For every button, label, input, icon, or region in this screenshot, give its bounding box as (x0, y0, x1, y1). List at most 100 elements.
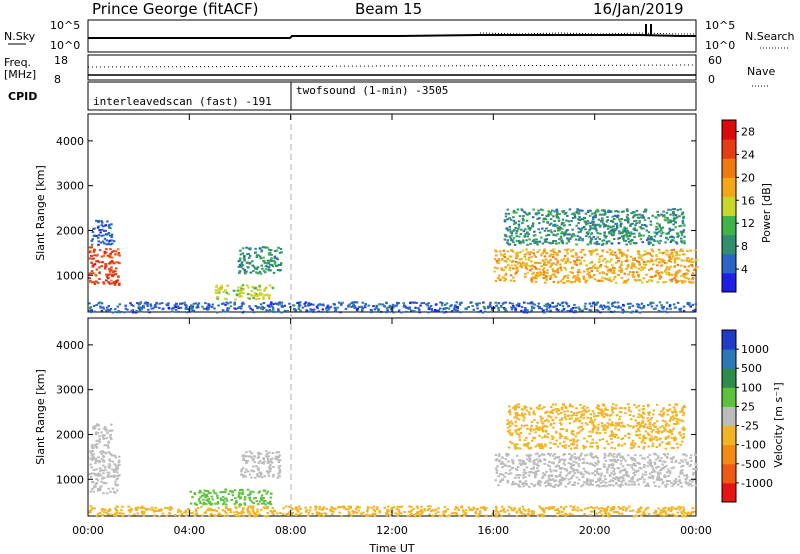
heatmap-cell (91, 450, 95, 453)
heatmap-cell (671, 513, 674, 516)
heatmap-cell (537, 274, 540, 277)
heatmap-cell (622, 309, 625, 312)
heatmap-cell (614, 422, 618, 425)
heatmap-cell (673, 417, 676, 420)
heatmap-cell (633, 229, 637, 231)
heatmap-cell (530, 277, 534, 280)
heatmap-cell (657, 214, 661, 217)
heatmap-cell (621, 308, 624, 311)
heatmap-cell (609, 434, 613, 436)
heatmap-cell (105, 243, 108, 246)
heatmap-cell (610, 446, 613, 449)
heatmap-cell (580, 452, 583, 455)
heatmap-cell (640, 307, 643, 310)
heatmap-cell (95, 439, 98, 442)
heatmap-cell (564, 514, 567, 517)
heatmap-cell (686, 259, 689, 262)
heatmap-cell (610, 466, 614, 469)
heatmap-cell (271, 265, 275, 268)
heatmap-cell (632, 211, 635, 214)
heatmap-cell (187, 508, 190, 511)
heatmap-cell (560, 236, 563, 239)
heatmap-cell (586, 406, 589, 409)
heatmap-cell (558, 442, 562, 445)
heatmap-cell (623, 219, 627, 222)
heatmap-cell (512, 211, 515, 214)
heatmap-cell (94, 424, 98, 427)
heatmap-cell (514, 482, 517, 485)
heatmap-cell (544, 281, 547, 284)
heatmap-cell (107, 451, 111, 454)
heatmap-cell (598, 265, 602, 268)
heatmap-cell (97, 428, 101, 431)
heatmap-cell (604, 236, 607, 239)
heatmap-cell (215, 284, 218, 287)
heatmap-cell (622, 253, 626, 256)
heatmap-cell (513, 243, 517, 246)
heatmap-cell (170, 307, 174, 310)
heatmap-cell (92, 457, 95, 459)
heatmap-cell (246, 253, 249, 256)
heatmap-cell (530, 278, 534, 281)
heatmap-cell (494, 479, 498, 482)
heatmap-cell (522, 230, 526, 233)
heatmap-cell (665, 301, 669, 304)
heatmap-cell (581, 476, 585, 479)
heatmap-cell (610, 507, 613, 510)
heatmap-cell (547, 506, 551, 509)
heatmap-cell (588, 479, 591, 482)
heatmap-cell (626, 249, 630, 252)
heatmap-cell (609, 459, 612, 462)
heatmap-cell (498, 453, 501, 456)
heatmap-cell (543, 481, 547, 484)
heatmap-cell (678, 269, 682, 272)
heatmap-cell (261, 499, 264, 502)
heatmap-cell (361, 307, 365, 310)
heatmap-cell (693, 453, 697, 456)
heatmap-cell (272, 513, 275, 516)
heatmap-cell (631, 476, 635, 478)
heatmap-cell (687, 265, 690, 268)
heatmap-cell (606, 469, 609, 472)
heatmap-cell (611, 271, 614, 274)
heatmap-cell (617, 242, 620, 245)
heatmap-cell (560, 406, 564, 409)
heatmap-cell (196, 303, 200, 306)
heatmap-cell (544, 443, 547, 446)
heatmap-cell (673, 410, 676, 413)
heatmap-cell (515, 511, 518, 514)
heatmap-cell (642, 446, 646, 448)
heatmap-cell (568, 310, 572, 313)
heatmap-cell (608, 435, 612, 438)
heatmap-cell (583, 253, 586, 256)
heatmap-cell (627, 409, 631, 412)
heatmap-cell (604, 265, 607, 268)
heatmap-cell (657, 507, 660, 510)
heatmap-cell (238, 306, 241, 309)
heatmap-cell (594, 481, 598, 483)
heatmap-cell (195, 503, 199, 506)
heatmap-cell (264, 268, 268, 271)
heatmap-cell (651, 301, 655, 304)
heatmap-cell (591, 223, 595, 226)
heatmap-cell (671, 484, 674, 487)
heatmap-cell (545, 227, 548, 230)
heatmap-cell (92, 304, 96, 307)
heatmap-cell (508, 465, 512, 468)
heatmap-cell (501, 461, 504, 464)
heatmap-cell (316, 304, 320, 307)
heatmap-cell (582, 413, 585, 416)
heatmap-cell (563, 463, 567, 466)
heatmap-cell (594, 425, 597, 428)
heatmap-cell (242, 291, 245, 294)
heatmap-cell (623, 228, 627, 231)
heatmap-cell (102, 234, 105, 237)
heatmap-cell (662, 231, 665, 234)
heatmap-cell (360, 513, 364, 516)
heatmap-cell (521, 249, 525, 252)
heatmap-cell (103, 267, 107, 270)
heatmap-cell (294, 506, 298, 509)
heatmap-cell (503, 260, 507, 263)
heatmap-cell (668, 278, 672, 281)
heatmap-cell (664, 281, 668, 283)
